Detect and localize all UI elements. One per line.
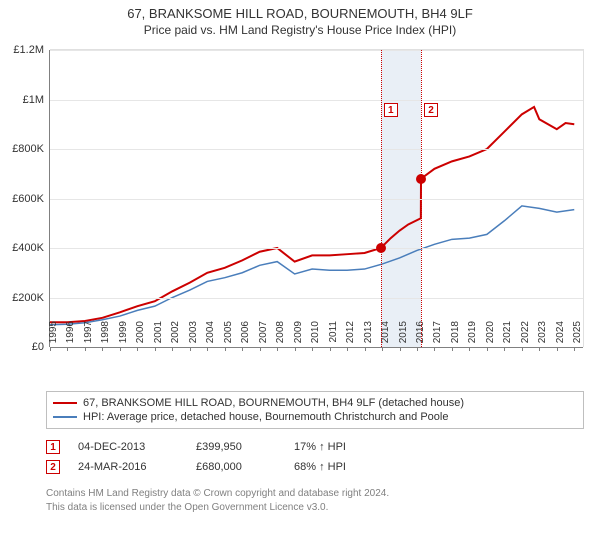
- legend-item: HPI: Average price, detached house, Bour…: [53, 410, 577, 424]
- x-tick-label: 2023: [537, 321, 548, 353]
- series-line-property: [50, 107, 574, 322]
- x-tick-label: 2013: [363, 321, 374, 353]
- y-tick-label: £1M: [23, 94, 50, 106]
- chart-area: £0£200K£400K£600K£800K£1M£1.2M1995199619…: [4, 45, 590, 385]
- y-gridline: [50, 248, 583, 249]
- sale-marker: [376, 243, 386, 253]
- event-date: 04-DEC-2013: [78, 441, 178, 453]
- x-tick-label: 2005: [223, 321, 234, 353]
- y-tick-label: £200K: [12, 292, 50, 304]
- legend-item: 67, BRANKSOME HILL ROAD, BOURNEMOUTH, BH…: [53, 396, 577, 410]
- x-tick-label: 2017: [432, 321, 443, 353]
- y-gridline: [50, 50, 583, 51]
- x-tick-label: 2006: [240, 321, 251, 353]
- event-price: £680,000: [196, 461, 276, 473]
- y-gridline: [50, 298, 583, 299]
- x-tick-label: 2020: [485, 321, 496, 353]
- y-tick-label: £1.2M: [13, 44, 50, 56]
- x-tick-label: 2000: [135, 321, 146, 353]
- chart-subtitle: Price paid vs. HM Land Registry's House …: [10, 23, 590, 37]
- x-tick-label: 2011: [328, 321, 339, 353]
- event-marker-box: 1: [384, 103, 398, 117]
- legend: 67, BRANKSOME HILL ROAD, BOURNEMOUTH, BH…: [46, 391, 584, 429]
- x-tick-label: 2015: [398, 321, 409, 353]
- x-tick-label: 1997: [83, 321, 94, 353]
- event-marker-box: 2: [424, 103, 438, 117]
- legend-label: 67, BRANKSOME HILL ROAD, BOURNEMOUTH, BH…: [83, 397, 464, 409]
- event-pct-vs-hpi: 17% ↑ HPI: [294, 441, 384, 453]
- x-tick-label: 1995: [48, 321, 59, 353]
- x-tick-label: 2003: [188, 321, 199, 353]
- x-tick-label: 2018: [450, 321, 461, 353]
- y-tick-label: £800K: [12, 143, 50, 155]
- event-pct-vs-hpi: 68% ↑ HPI: [294, 461, 384, 473]
- data-credits: Contains HM Land Registry data © Crown c…: [46, 487, 584, 514]
- chart-title-block: 67, BRANKSOME HILL ROAD, BOURNEMOUTH, BH…: [0, 0, 600, 41]
- x-tick-label: 2002: [170, 321, 181, 353]
- x-tick-label: 1996: [65, 321, 76, 353]
- y-gridline: [50, 199, 583, 200]
- x-tick-label: 2021: [502, 321, 513, 353]
- y-tick-label: £400K: [12, 242, 50, 254]
- x-tick-label: 2025: [572, 321, 583, 353]
- event-date: 24-MAR-2016: [78, 461, 178, 473]
- x-tick-label: 2010: [310, 321, 321, 353]
- sale-events-table: 1 04-DEC-2013 £399,950 17% ↑ HPI 2 24-MAR-201…: [46, 437, 584, 477]
- x-tick-label: 2001: [153, 321, 164, 353]
- x-tick-label: 1999: [118, 321, 129, 353]
- x-tick-label: 2009: [293, 321, 304, 353]
- y-gridline: [50, 149, 583, 150]
- credits-line2: This data is licensed under the Open Gov…: [46, 501, 584, 515]
- x-tick-label: 2012: [345, 321, 356, 353]
- plot-area: £0£200K£400K£600K£800K£1M£1.2M1995199619…: [50, 49, 584, 347]
- x-tick-label: 2022: [520, 321, 531, 353]
- x-tick-label: 2019: [467, 321, 478, 353]
- legend-swatch: [53, 402, 77, 404]
- y-tick-label: £600K: [12, 193, 50, 205]
- legend-swatch: [53, 416, 77, 418]
- x-tick-label: 2004: [205, 321, 216, 353]
- event-row: 1 04-DEC-2013 £399,950 17% ↑ HPI: [46, 437, 584, 457]
- series-line-hpi: [50, 206, 574, 325]
- event-price: £399,950: [196, 441, 276, 453]
- x-tick-label: 2007: [258, 321, 269, 353]
- event-marker-line: [381, 50, 382, 347]
- event-row: 2 24-MAR-2016 £680,000 68% ↑ HPI: [46, 457, 584, 477]
- event-number: 1: [46, 440, 60, 454]
- chart-title: 67, BRANKSOME HILL ROAD, BOURNEMOUTH, BH…: [10, 6, 590, 21]
- y-gridline: [50, 100, 583, 101]
- x-tick-label: 2024: [555, 321, 566, 353]
- sale-marker: [416, 174, 426, 184]
- event-number: 2: [46, 460, 60, 474]
- event-marker-line: [421, 50, 422, 347]
- x-tick-label: 1998: [100, 321, 111, 353]
- legend-label: HPI: Average price, detached house, Bour…: [83, 411, 448, 423]
- credits-line1: Contains HM Land Registry data © Crown c…: [46, 487, 584, 501]
- x-tick-label: 2008: [275, 321, 286, 353]
